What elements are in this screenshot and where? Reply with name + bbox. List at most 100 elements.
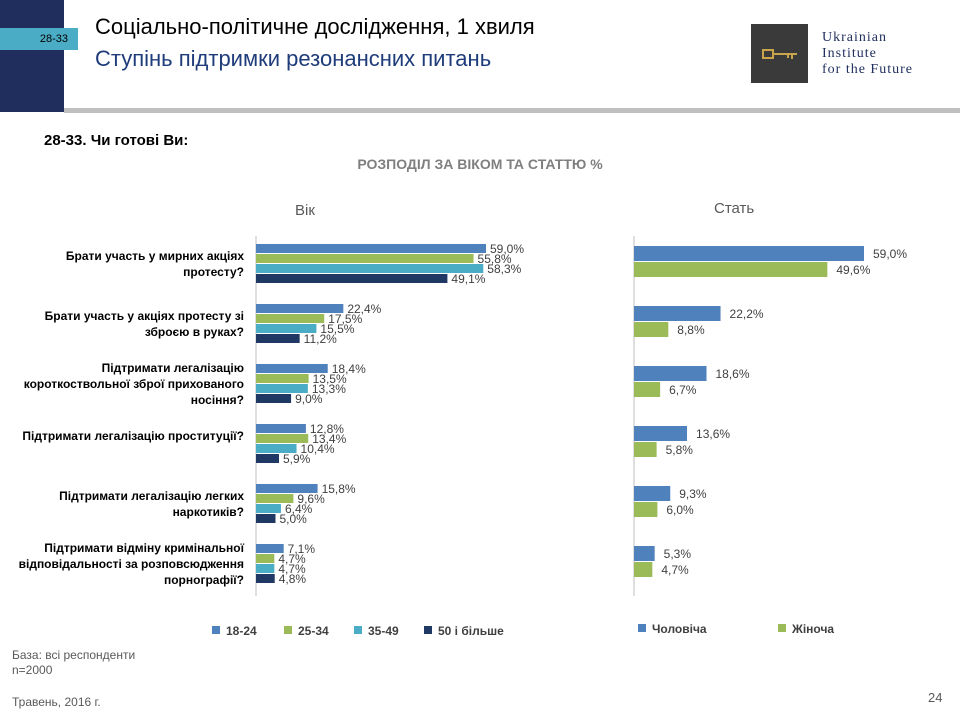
age-data-label-4-2: 11,2% <box>304 332 337 346</box>
age-bar-50-і-більше-2 <box>256 334 300 343</box>
sex-bar-male-1 <box>634 246 864 261</box>
sex-bar-male-5 <box>634 486 671 501</box>
logo-key-icon <box>751 24 808 83</box>
age-panel-title: Вік <box>295 202 315 219</box>
age-bar-25-34-5 <box>256 494 294 503</box>
age-legend-swatch-2 <box>284 626 292 634</box>
age-bar-35-49-6 <box>256 564 275 573</box>
age-data-label-3-3: 13,3% <box>312 382 346 396</box>
sex-data-label-2-5: 6,0% <box>666 503 694 517</box>
age-data-label-1-6: 7,1% <box>288 542 316 556</box>
age-data-label-1-5: 15,8% <box>322 482 356 496</box>
age-legend-swatch-4 <box>424 626 432 634</box>
sex-bar-female-2 <box>634 322 669 337</box>
age-data-label-1-3: 18,4% <box>332 362 366 376</box>
age-bar-50-і-більше-3 <box>256 394 292 403</box>
age-bar-50-і-більше-5 <box>256 514 276 523</box>
base-note: База: всі респонденти n=2000 <box>12 648 135 678</box>
age-data-label-4-3: 9,0% <box>295 392 323 406</box>
age-data-label-1-4: 12,8% <box>310 422 344 436</box>
question-text: 28-33. Чи готові Ви: <box>44 132 189 149</box>
sex-legend-label-1: Чоловіча <box>652 622 707 636</box>
category-label-2: Брати участь у акціях протесту зі зброєю… <box>44 309 244 339</box>
age-data-label-3-6: 4,7% <box>278 562 306 576</box>
age-bar-25-34-2 <box>256 314 325 323</box>
age-legend-label-2: 25-34 <box>298 624 329 638</box>
category-label-3: Підтримати легалізацію короткоствольної … <box>23 361 244 407</box>
header-divider <box>64 108 960 113</box>
sex-bar-male-4 <box>634 426 688 441</box>
sex-data-label-2-1: 49,6% <box>836 263 870 277</box>
age-bar-18-24-6 <box>256 544 284 553</box>
age-data-label-4-6: 4,8% <box>279 572 307 586</box>
age-legend-label-3: 35-49 <box>368 624 399 638</box>
age-data-label-1-2: 22,4% <box>347 302 381 316</box>
sex-bar-female-5 <box>634 502 658 517</box>
chart-title: РОЗПОДІЛ ЗА ВІКОМ ТА СТАТТЮ % <box>357 156 603 172</box>
sex-bar-female-4 <box>634 442 657 457</box>
age-bar-25-34-6 <box>256 554 275 563</box>
logo-line-3: for the Future <box>822 62 913 77</box>
age-data-label-2-4: 13,4% <box>312 432 346 446</box>
sex-panel-title: Стать <box>714 200 755 217</box>
age-legend-swatch-1 <box>212 626 220 634</box>
age-bar-50-і-більше-4 <box>256 454 279 463</box>
age-bar-25-34-3 <box>256 374 309 383</box>
header-left-bar <box>0 0 64 112</box>
key-icon <box>762 49 797 59</box>
age-data-label-1-1: 59,0% <box>490 242 524 256</box>
age-legend-swatch-3 <box>354 626 362 634</box>
age-data-label-4-4: 5,9% <box>283 452 311 466</box>
sex-data-label-2-6: 4,7% <box>661 563 689 577</box>
sex-bar-male-2 <box>634 306 721 321</box>
sex-data-label-1-3: 18,6% <box>716 367 750 381</box>
age-data-label-3-2: 15,5% <box>320 322 354 336</box>
sex-data-label-1-4: 13,6% <box>696 427 730 441</box>
age-bar-50-і-більше-1 <box>256 274 448 283</box>
age-bar-18-24-2 <box>256 304 344 313</box>
age-data-label-2-5: 9,6% <box>297 492 325 506</box>
sex-legend-swatch-2 <box>778 624 786 632</box>
age-bar-25-34-1 <box>256 254 474 263</box>
category-label-5: Підтримати легалізацію легких наркотиків… <box>59 489 244 519</box>
sex-data-label-1-5: 9,3% <box>679 487 707 501</box>
age-data-label-4-1: 49,1% <box>451 272 485 286</box>
age-data-label-4-5: 5,0% <box>279 512 307 526</box>
age-data-label-3-4: 10,4% <box>301 442 335 456</box>
sex-bar-female-6 <box>634 562 653 577</box>
page-title: Соціально-політичне дослідження, 1 хвиля <box>95 14 535 39</box>
age-bar-35-49-5 <box>256 504 281 513</box>
age-bar-18-24-3 <box>256 364 328 373</box>
age-bar-50-і-більше-6 <box>256 574 275 583</box>
sex-bar-female-1 <box>634 262 828 277</box>
base-line-2: n=2000 <box>12 663 53 677</box>
category-label-4: Підтримати легалізацію проституції? <box>22 429 244 443</box>
sex-legend-label-2: Жіноча <box>791 622 834 636</box>
age-legend-label-1: 18-24 <box>226 624 257 638</box>
sex-bar-male-3 <box>634 366 707 381</box>
sex-data-label-1-1: 59,0% <box>873 247 907 261</box>
sex-bar-female-3 <box>634 382 661 397</box>
age-bar-35-49-3 <box>256 384 308 393</box>
age-data-label-2-2: 17,5% <box>328 312 362 326</box>
sex-bar-male-6 <box>634 546 655 561</box>
base-line-1: База: всі респонденти <box>12 648 136 662</box>
date-note: Травень, 2016 г. <box>12 695 101 709</box>
sex-legend-swatch-1 <box>638 624 646 632</box>
age-data-label-2-1: 55,8% <box>478 252 512 266</box>
logo-text: Ukrainian Institute for the Future <box>822 30 913 78</box>
age-data-label-2-6: 4,7% <box>278 552 306 566</box>
sex-data-label-2-2: 8,8% <box>677 323 705 337</box>
sex-data-label-1-6: 5,3% <box>664 547 692 561</box>
category-label-1: Брати участь у мирних акціях протесту? <box>65 249 244 279</box>
logo-line-2: Institute <box>822 46 877 61</box>
age-data-label-3-1: 58,3% <box>487 262 521 276</box>
age-bar-18-24-5 <box>256 484 318 493</box>
age-data-label-3-5: 6,4% <box>285 502 313 516</box>
category-label-6: Підтримати відміну кримінальної відповід… <box>18 541 244 587</box>
age-bar-35-49-4 <box>256 444 297 453</box>
age-data-label-2-3: 13,5% <box>313 372 347 386</box>
sex-data-label-1-2: 22,2% <box>730 307 764 321</box>
page-subtitle: Ступінь підтримки резонансних питань <box>95 46 492 71</box>
